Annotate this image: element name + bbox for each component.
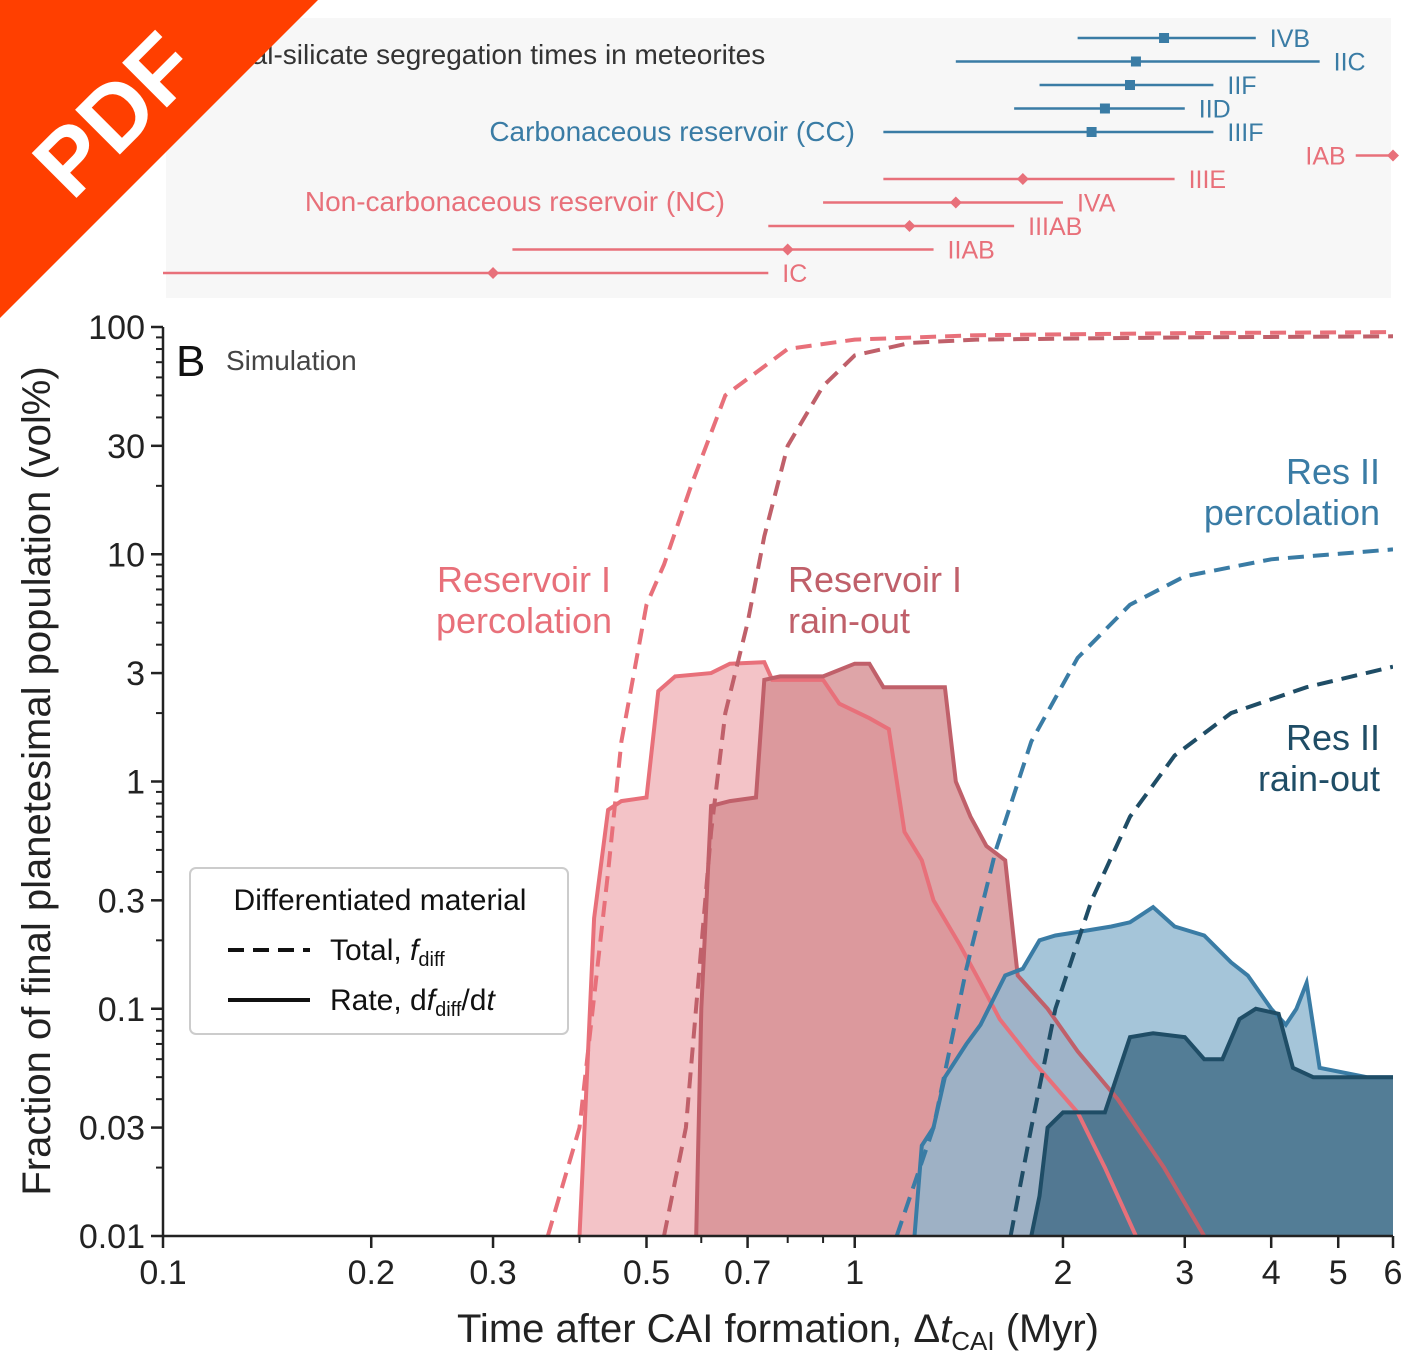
- res2-perc-label-line: percolation: [1204, 492, 1380, 533]
- series-lines: [545, 330, 1393, 1236]
- res2-rain-label-line: rain-out: [1258, 758, 1380, 799]
- x-tick-label: 3: [1175, 1254, 1194, 1292]
- y-axis-title: Fraction of final planetesimal populatio…: [15, 366, 59, 1195]
- x-ticks: 0.1 0.2 0.3 0.5 0.7 1 2 3 4 5 6: [139, 1236, 1402, 1292]
- legend-rate-label: Rate, dfdiff/dt: [330, 984, 496, 1021]
- nc-reservoir-label: Non-carbonaceous reservoir (NC): [305, 186, 725, 217]
- meteorite-label: IIF: [1227, 72, 1256, 100]
- res1-perc-label-line: percolation: [436, 600, 612, 641]
- meteorite-label: IIIE: [1189, 166, 1227, 194]
- meteorite-label: IAB: [1305, 143, 1345, 171]
- meteorite-label: IC: [782, 260, 807, 288]
- x-tick-label: 0.3: [469, 1254, 516, 1292]
- meteorite-marker: [949, 196, 962, 209]
- y-tick-label: 0.3: [98, 882, 145, 920]
- meteorite-marker: [903, 220, 916, 232]
- res1-perc-label-line: Reservoir I: [437, 559, 611, 600]
- meteorite-marker: [781, 243, 794, 256]
- meteorite-marker: [1099, 103, 1110, 114]
- meteorite-marker: [1086, 127, 1097, 137]
- meteorite-marker: [1159, 33, 1170, 43]
- cc-reservoir-label: Carbonaceous reservoir (CC): [489, 116, 855, 147]
- meteorite-marker: [487, 267, 500, 279]
- res2-perc-rate-line: [912, 904, 1393, 1236]
- res1-perc-rate-line: [577, 660, 1138, 1236]
- x-axis-title: Time after CAI formation, ΔtCAI (Myr): [457, 1307, 1099, 1356]
- res1-rain-total-line: [662, 334, 1393, 1236]
- res1-rain-rate-line: [694, 661, 1206, 1236]
- legend-title: Differentiated material: [234, 884, 527, 917]
- meteorite-label: IID: [1199, 96, 1231, 124]
- pdf-badge: PDF: [0, 0, 318, 318]
- x-tick-label: 2: [1054, 1254, 1073, 1292]
- meteorite-label: IIAB: [948, 237, 995, 265]
- res2-rain-total-line: [1008, 664, 1393, 1236]
- meteorite-marker: [1016, 173, 1029, 185]
- x-tick-label: 4: [1262, 1254, 1281, 1292]
- x-tick-label: 6: [1384, 1254, 1403, 1292]
- pdf-badge-triangle: [0, 0, 318, 318]
- res2-rain-rate-line: [1029, 1006, 1393, 1236]
- meteorite-marker: [1387, 149, 1399, 162]
- res2-perc-label-line: Res II: [1286, 451, 1380, 492]
- meteorite-label: IIIAB: [1028, 213, 1082, 241]
- y-tick-label: 1: [126, 764, 145, 802]
- res1-rain-label-line: Reservoir I: [788, 559, 962, 600]
- res2-rain-label-line: Res II: [1286, 717, 1380, 758]
- res2-perc-total-line: [894, 547, 1393, 1236]
- y-ticks: 0.01 0.03 0.1 0.3 1 3 10 30 100: [79, 309, 163, 1256]
- x-tick-label: 1: [845, 1254, 864, 1292]
- meteorite-marker: [1130, 56, 1141, 67]
- res1-rain-label-line: rain-out: [788, 600, 910, 641]
- y-tick-label: 0.03: [79, 1110, 145, 1148]
- res1-perc-total-line: [545, 330, 1393, 1236]
- x-tick-label: 0.2: [348, 1254, 395, 1292]
- meteorite-marker: [1124, 80, 1135, 90]
- meteorite-label: IVB: [1270, 25, 1310, 53]
- y-tick-label: 30: [107, 428, 145, 466]
- x-tick-label: 0.7: [724, 1254, 771, 1292]
- meteorite-label: IIC: [1334, 49, 1366, 77]
- x-tick-label: 0.5: [623, 1254, 670, 1292]
- y-tick-label: 3: [126, 655, 145, 693]
- top-panel-title: Metal-silicate segregation times in mete…: [205, 39, 765, 70]
- y-tick-label: 0.01: [79, 1218, 145, 1256]
- panel-subtitle: Simulation: [226, 345, 357, 376]
- panel-label: B: [176, 337, 205, 386]
- x-tick-label: 5: [1329, 1254, 1348, 1292]
- x-tick-label: 0.1: [139, 1254, 186, 1292]
- legend: Differentiated material Total, fdiff Rat…: [189, 867, 569, 1035]
- y-tick-label: 100: [88, 309, 145, 347]
- legend-total-label: Total, fdiff: [330, 934, 445, 971]
- legend-box: [189, 867, 569, 1035]
- meteorite-label: IIIF: [1227, 119, 1263, 147]
- y-tick-label: 0.1: [98, 991, 145, 1029]
- y-tick-label: 10: [107, 536, 145, 574]
- meteorite-label: IVA: [1077, 190, 1116, 218]
- top-panel-background: [166, 18, 1391, 298]
